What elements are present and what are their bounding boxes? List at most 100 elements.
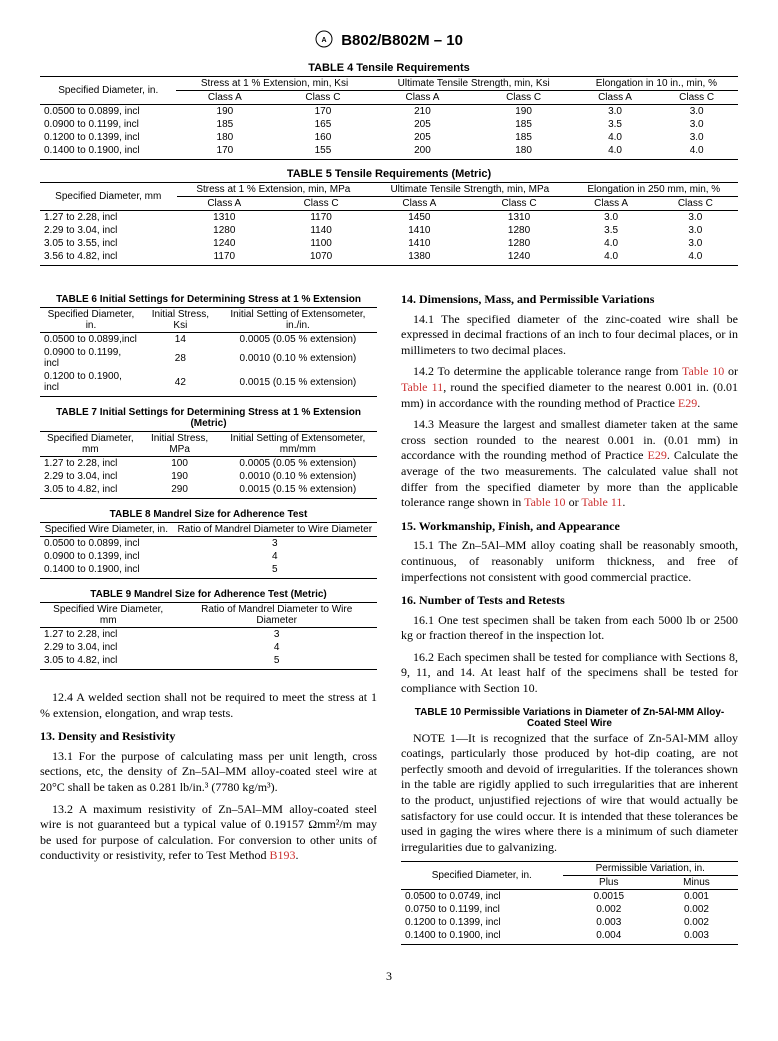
ref-t11[interactable]: Table 11 — [401, 380, 443, 394]
table-row: 0.0750 to 0.1199, incl 0.002 0.002 — [401, 903, 738, 916]
svg-text:A: A — [322, 37, 327, 44]
t6-h2: Initial Stress, Ksi — [142, 308, 219, 333]
table5-title: TABLE 5 Tensile Requirements (Metric) — [40, 168, 738, 180]
t7-h2: Initial Stress, MPa — [141, 432, 219, 457]
table-row: 1.27 to 2.28, incl 100 0.0005 (0.05 % ex… — [40, 457, 377, 471]
t5-span2: Ultimate Tensile Strength, min, MPa — [370, 183, 569, 197]
table-row: 0.0900 to 0.1199, incl 185165 205185 3.5… — [40, 118, 738, 131]
t4-sub: Class A — [176, 91, 273, 105]
ref-t10[interactable]: Table 10 — [682, 364, 724, 378]
page-number: 3 — [40, 969, 738, 984]
t4-sub: Class C — [273, 91, 372, 105]
t7-h1: Specified Diameter, mm — [40, 432, 141, 457]
table6: Specified Diameter, in. Initial Stress, … — [40, 307, 377, 397]
t4-sub: Class A — [575, 91, 655, 105]
table4-title: TABLE 4 Tensile Requirements — [40, 62, 738, 74]
t10-h3: Minus — [655, 876, 738, 890]
table-row: 2.29 to 3.04, incl 12801140 14101280 3.5… — [40, 224, 738, 237]
ref-e29[interactable]: E29 — [648, 448, 667, 462]
table-row: 3.05 to 4.82, incl 5 — [40, 654, 377, 667]
table8: Specified Wire Diameter, in. Ratio of Ma… — [40, 522, 377, 579]
t5-span1: Stress at 1 % Extension, min, MPa — [177, 183, 371, 197]
t10-span: Permissible Variation, in. — [563, 862, 738, 876]
table-row: 0.0900 to 0.1199, incl 28 0.0010 (0.10 %… — [40, 346, 377, 370]
p16-1: 16.1 One test specimen shall be taken fr… — [401, 613, 738, 644]
table7: Specified Diameter, mm Initial Stress, M… — [40, 431, 377, 499]
table10: Specified Diameter, in. Permissible Vari… — [401, 861, 738, 945]
t4-span2: Ultimate Tensile Strength, min, Ksi — [373, 77, 575, 91]
table9: Specified Wire Diameter, mm Ratio of Man… — [40, 602, 377, 670]
table-row: 0.0500 to 0.0899, incl 190170 210190 3.0… — [40, 105, 738, 119]
sec-13: 13. Density and Resistivity — [40, 729, 377, 745]
table-row: 1.27 to 2.28, incl 13101170 14501310 3.0… — [40, 211, 738, 225]
table-row: 0.1400 to 0.1900, incl 170155 200180 4.0… — [40, 144, 738, 157]
p16-2: 16.2 Each specimen shall be tested for c… — [401, 650, 738, 697]
table-row: 0.0500 to 0.0899, incl 3 — [40, 537, 377, 551]
ref-e29[interactable]: E29 — [678, 396, 697, 410]
table-row: 3.56 to 4.82, incl 11701070 13801240 4.0… — [40, 250, 738, 263]
t9-body: 1.27 to 2.28, incl 3 2.29 to 3.04, incl … — [40, 628, 377, 668]
t6-body: 0.0500 to 0.0899,incl 14 0.0005 (0.05 % … — [40, 333, 377, 395]
t5-body: 1.27 to 2.28, incl 13101170 14501310 3.0… — [40, 211, 738, 264]
p13-2: 13.2 A maximum resistivity of Zn–5Al–MM … — [40, 802, 377, 864]
t4-sub: Class A — [373, 91, 473, 105]
t5-span3: Elongation in 250 mm, min, % — [570, 183, 738, 197]
table7-title: TABLE 7 Initial Settings for Determining… — [40, 407, 377, 429]
t6-h3: Initial Setting of Extensometer, in./in. — [219, 308, 377, 333]
table-row: 3.05 to 4.82, incl 290 0.0015 (0.15 % ex… — [40, 483, 377, 496]
p15-1: 15.1 The Zn–5Al–MM alloy coating shall b… — [401, 538, 738, 585]
table6-title: TABLE 6 Initial Settings for Determining… — [40, 294, 377, 305]
table-row: 0.0900 to 0.1399, incl 4 — [40, 550, 377, 563]
table10-note: NOTE 1—It is recognized that the surface… — [401, 731, 738, 856]
t5-sub: Class C — [272, 197, 370, 211]
table-row: 0.1200 to 0.1399, incl 0.003 0.002 — [401, 916, 738, 929]
table4: Specified Diameter, in. Stress at 1 % Ex… — [40, 76, 738, 160]
t10-body: 0.0500 to 0.0749, incl 0.0015 0.001 0.07… — [401, 890, 738, 943]
p12-4: 12.4 A welded section shall not be requi… — [40, 690, 377, 721]
ref-t11[interactable]: Table 11 — [581, 495, 622, 509]
t7-body: 1.27 to 2.28, incl 100 0.0005 (0.05 % ex… — [40, 457, 377, 497]
t8-h1: Specified Wire Diameter, in. — [40, 523, 173, 537]
ref-t10[interactable]: Table 10 — [524, 495, 565, 509]
t9-h2: Ratio of Mandrel Diameter to Wire Diamet… — [176, 603, 377, 628]
t6-h1: Specified Diameter, in. — [40, 308, 142, 333]
t5-sub: Class C — [653, 197, 738, 211]
table-row: 2.29 to 3.04, incl 4 — [40, 641, 377, 654]
t4-sub: Class C — [472, 91, 574, 105]
left-column: TABLE 6 Initial Settings for Determining… — [40, 284, 377, 870]
doc-id: B802/B802M – 10 — [341, 32, 463, 49]
table-row: 1.27 to 2.28, incl 3 — [40, 628, 377, 642]
t10-h2: Plus — [563, 876, 655, 890]
table-row: 0.1400 to 0.1900, incl 0.004 0.003 — [401, 929, 738, 942]
t8-body: 0.0500 to 0.0899, incl 3 0.0900 to 0.139… — [40, 537, 377, 577]
p14-1: 14.1 The specified diameter of the zinc-… — [401, 312, 738, 359]
table-row: 3.05 to 3.55, incl 12401100 14101280 4.0… — [40, 237, 738, 250]
t5-colhead: Specified Diameter, mm — [40, 183, 177, 211]
t4-sub: Class C — [655, 91, 738, 105]
table-row: 0.0500 to 0.0749, incl 0.0015 0.001 — [401, 890, 738, 904]
table-row: 0.0500 to 0.0899,incl 14 0.0005 (0.05 % … — [40, 333, 377, 347]
t5-sub: Class C — [469, 197, 570, 211]
t8-h2: Ratio of Mandrel Diameter to Wire Diamet… — [173, 523, 377, 537]
t5-sub: Class A — [370, 197, 468, 211]
table-row: 0.1200 to 0.1399, incl 180160 205185 4.0… — [40, 131, 738, 144]
sec-14: 14. Dimensions, Mass, and Permissible Va… — [401, 292, 738, 308]
t5-sub: Class A — [570, 197, 653, 211]
t4-body: 0.0500 to 0.0899, incl 190170 210190 3.0… — [40, 105, 738, 158]
ref-b193[interactable]: B193 — [269, 848, 295, 862]
p13-1: 13.1 For the purpose of calculating mass… — [40, 749, 377, 796]
table5: Specified Diameter, mm Stress at 1 % Ext… — [40, 182, 738, 266]
p14-2: 14.2 To determine the applicable toleran… — [401, 364, 738, 411]
right-column: 14. Dimensions, Mass, and Permissible Va… — [401, 284, 738, 945]
table8-title: TABLE 8 Mandrel Size for Adherence Test — [40, 509, 377, 520]
t7-h3: Initial Setting of Extensometer, mm/mm — [219, 432, 377, 457]
table-row: 0.1200 to 0.1900, incl 42 0.0015 (0.15 %… — [40, 370, 377, 394]
t5-sub: Class A — [177, 197, 273, 211]
sec-16: 16. Number of Tests and Retests — [401, 593, 738, 609]
sec-15: 15. Workmanship, Finish, and Appearance — [401, 519, 738, 535]
t10-h1: Specified Diameter, in. — [401, 862, 563, 890]
t4-colhead: Specified Diameter, in. — [40, 77, 176, 105]
doc-header: A B802/B802M – 10 — [40, 30, 738, 52]
table-row: 0.1400 to 0.1900, incl 5 — [40, 563, 377, 576]
table-row: 2.29 to 3.04, incl 190 0.0010 (0.10 % ex… — [40, 470, 377, 483]
